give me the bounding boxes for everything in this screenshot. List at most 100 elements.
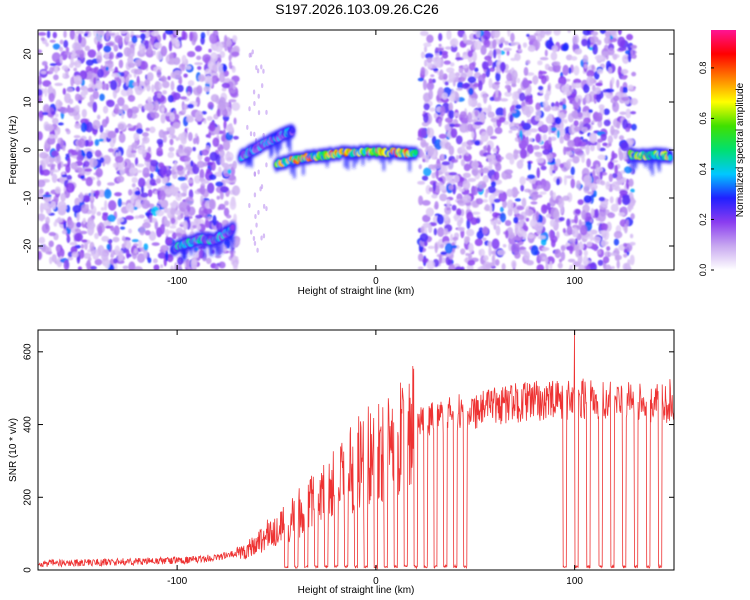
noise-blob xyxy=(107,182,116,186)
noise-speck xyxy=(248,203,251,209)
noise-blob xyxy=(495,225,501,236)
noise-blob xyxy=(92,119,101,130)
noise-blob xyxy=(504,84,511,90)
noise-blob xyxy=(98,138,104,142)
noise-blob xyxy=(134,157,139,167)
noise-blob xyxy=(419,30,429,36)
noise-blob xyxy=(195,110,204,122)
noise-blob xyxy=(126,202,134,212)
noise-blob xyxy=(547,113,553,124)
noise-blob xyxy=(541,247,550,251)
noise-blob xyxy=(492,147,498,153)
noise-blob xyxy=(609,30,618,36)
noise-blob xyxy=(538,70,547,75)
noise-blob xyxy=(178,201,188,213)
noise-blob xyxy=(561,85,569,93)
noise-blob xyxy=(482,30,491,40)
spectrogram-heatmap xyxy=(38,30,674,270)
noise-blob xyxy=(467,177,477,182)
noise-blob xyxy=(438,254,443,265)
noise-blob xyxy=(440,153,445,161)
noise-blob xyxy=(630,111,637,115)
noise-blob xyxy=(229,89,236,94)
noise-blob xyxy=(217,64,225,75)
noise-blob xyxy=(426,81,435,91)
noise-blob xyxy=(613,230,623,239)
noise-blob xyxy=(583,184,590,194)
track-streak xyxy=(220,237,223,255)
noise-blob xyxy=(559,135,564,144)
noise-blob xyxy=(99,124,104,134)
noise-blob xyxy=(456,87,463,91)
noise-blob xyxy=(42,111,49,116)
noise-blob xyxy=(149,214,153,223)
noise-blob xyxy=(462,83,469,89)
noise-blob xyxy=(144,230,151,236)
noise-blob xyxy=(74,60,82,68)
noise-speck xyxy=(262,132,265,138)
noise-blob xyxy=(164,216,168,225)
noise-blob xyxy=(549,229,554,241)
noise-blob xyxy=(101,252,109,262)
noise-blob xyxy=(517,88,522,94)
noise-blob xyxy=(439,185,447,192)
noise-blob xyxy=(582,54,589,64)
noise-blob xyxy=(527,34,537,41)
noise-blob xyxy=(149,173,154,179)
noise-blob xyxy=(175,148,184,154)
noise-blob xyxy=(51,52,61,63)
noise-blob xyxy=(516,205,525,211)
noise-blob xyxy=(167,75,171,81)
noise-blob xyxy=(482,175,489,184)
noise-blob xyxy=(420,225,425,234)
noise-blob xyxy=(96,114,101,120)
noise-blob xyxy=(208,48,212,53)
noise-blob xyxy=(510,243,520,253)
noise-blob xyxy=(567,97,575,101)
noise-blob xyxy=(436,214,445,225)
noise-blob xyxy=(421,200,431,206)
noise-blob xyxy=(552,170,556,174)
track-streak xyxy=(279,136,282,150)
noise-blob xyxy=(552,191,557,201)
noise-blob xyxy=(94,149,102,158)
noise-blob xyxy=(577,253,583,265)
noise-blob xyxy=(566,150,573,156)
noise-blob xyxy=(453,174,460,183)
noise-blob xyxy=(560,245,566,252)
noise-speck xyxy=(252,236,256,242)
noise-blob xyxy=(66,87,74,93)
noise-blob xyxy=(532,145,541,150)
noise-blob xyxy=(192,137,197,145)
noise-blob xyxy=(134,58,142,67)
noise-blob xyxy=(508,231,516,240)
noise-blob xyxy=(116,175,125,183)
noise-blob xyxy=(450,159,459,163)
noise-blob xyxy=(40,37,45,41)
noise-speck xyxy=(257,169,260,175)
noise-blob xyxy=(563,146,567,156)
noise-blob xyxy=(125,215,135,220)
track-streak xyxy=(382,152,385,171)
noise-blob xyxy=(161,107,165,113)
noise-blob xyxy=(67,251,73,258)
noise-blob xyxy=(465,256,469,264)
noise-blob xyxy=(618,135,625,141)
noise-blob xyxy=(107,214,116,222)
noise-blob xyxy=(174,262,178,270)
noise-blob xyxy=(135,199,143,209)
noise-blob xyxy=(509,156,515,165)
noise-blob xyxy=(59,39,64,45)
noise-blob xyxy=(554,248,562,259)
noise-blob xyxy=(38,131,43,141)
noise-blob xyxy=(54,218,64,224)
noise-blob xyxy=(115,260,125,264)
noise-blob xyxy=(458,66,464,74)
noise-blob xyxy=(214,66,218,73)
noise-blob xyxy=(89,241,95,253)
noise-blob xyxy=(123,239,127,246)
noise-blob xyxy=(59,55,63,64)
noise-blob xyxy=(539,30,546,39)
noise-blob xyxy=(522,42,528,48)
noise-blob xyxy=(110,249,115,258)
